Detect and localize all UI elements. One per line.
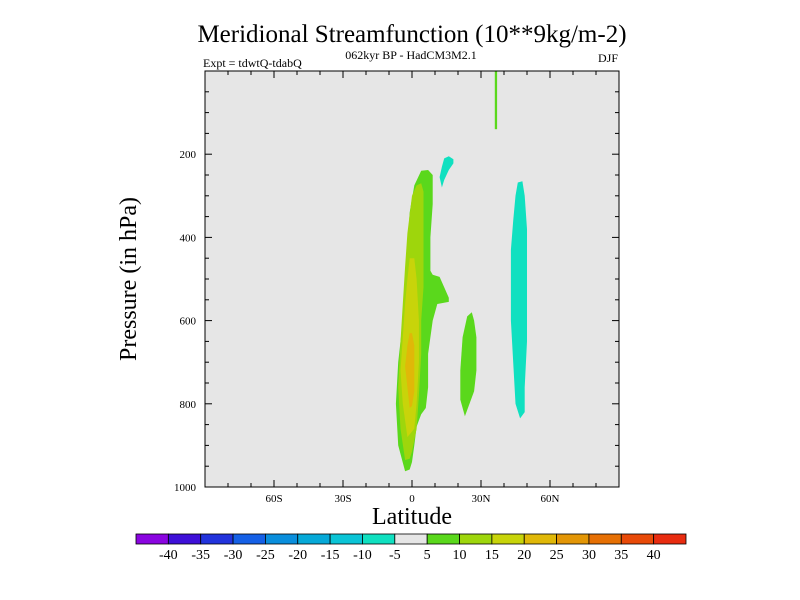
colorbar-label: -25: [256, 548, 275, 563]
colorbar-label: -15: [321, 548, 340, 563]
contour-negative-midlat-cell: [510, 181, 527, 419]
x-tick-label: 60S: [265, 493, 282, 505]
x-axis-label: Latitude: [372, 504, 452, 530]
colorbar-label: 30: [582, 548, 596, 563]
x-tick-label: 30N: [472, 493, 491, 505]
season-label: DJF: [598, 51, 618, 65]
colorbar-label: -20: [288, 548, 307, 563]
colorbar-label: 35: [614, 548, 628, 563]
x-tick-label: 60N: [541, 493, 560, 505]
colorbar-label: 40: [647, 548, 661, 563]
colorbar-box: [297, 533, 331, 545]
x-tick-label: 0: [409, 493, 415, 505]
colorbar-label: 15: [485, 548, 499, 563]
y-tick-label: 1000: [174, 482, 197, 494]
contour-negative-upper-cell: [439, 156, 454, 188]
colorbar-box: [329, 533, 363, 545]
x-tick-label: 30S: [334, 493, 351, 505]
colorbar-box: [588, 533, 622, 545]
colorbar-label: -30: [224, 548, 243, 563]
colorbar-box: [523, 533, 557, 545]
contour-regions: [395, 71, 527, 472]
colorbar-box: [135, 533, 169, 545]
colorbar-box: [265, 533, 299, 545]
colorbar-label: -5: [389, 548, 401, 563]
colorbar-label: 5: [424, 548, 431, 563]
axis-ticks: 60S 30S 0 30N 60N 200 400 600 800 1000: [174, 70, 620, 505]
contour-positive-stratospheric-streak: [494, 71, 498, 130]
y-tick-label: 200: [180, 149, 197, 161]
colorbar-box: [653, 533, 687, 545]
colorbar-box: [459, 533, 493, 545]
colorbar-box: [394, 533, 428, 545]
y-tick-label: 600: [180, 316, 197, 328]
colorbar-label: 10: [453, 548, 467, 563]
period-model-label: 062kyr BP - HadCM3M2.1: [345, 48, 477, 62]
colorbar-label: 20: [517, 548, 531, 563]
y-tick-label: 800: [180, 399, 197, 411]
y-tick-label: 400: [180, 232, 197, 244]
y-axis-label: Pressure (in hPa): [116, 197, 142, 361]
colorbar-box: [426, 533, 460, 545]
colorbar-box: [620, 533, 655, 545]
colorbar-label: -40: [159, 548, 178, 563]
colorbar-box: [232, 533, 266, 545]
experiment-label: Expt = tdwtQ-tdabQ: [203, 56, 302, 70]
colorbar-label: -35: [191, 548, 210, 563]
colorbar-box: [362, 533, 396, 545]
colorbar-box: [491, 533, 525, 545]
colorbar-box: [167, 533, 202, 545]
colorbar-label: 25: [550, 548, 564, 563]
chart-title: Meridional Streamfunction (10**9kg/m-2): [197, 21, 626, 48]
colorbar-box: [200, 533, 234, 545]
colorbar-label: -10: [353, 548, 372, 563]
colorbar-box: [556, 533, 590, 545]
contour-positive-midlat-cell: [460, 312, 477, 417]
colorbar: -40 -35 -30 -25 -20 -15 -10 -5 5 10 15 20 25 30 35 40: [135, 533, 687, 563]
contour-positive-20-25-band: [405, 333, 415, 408]
